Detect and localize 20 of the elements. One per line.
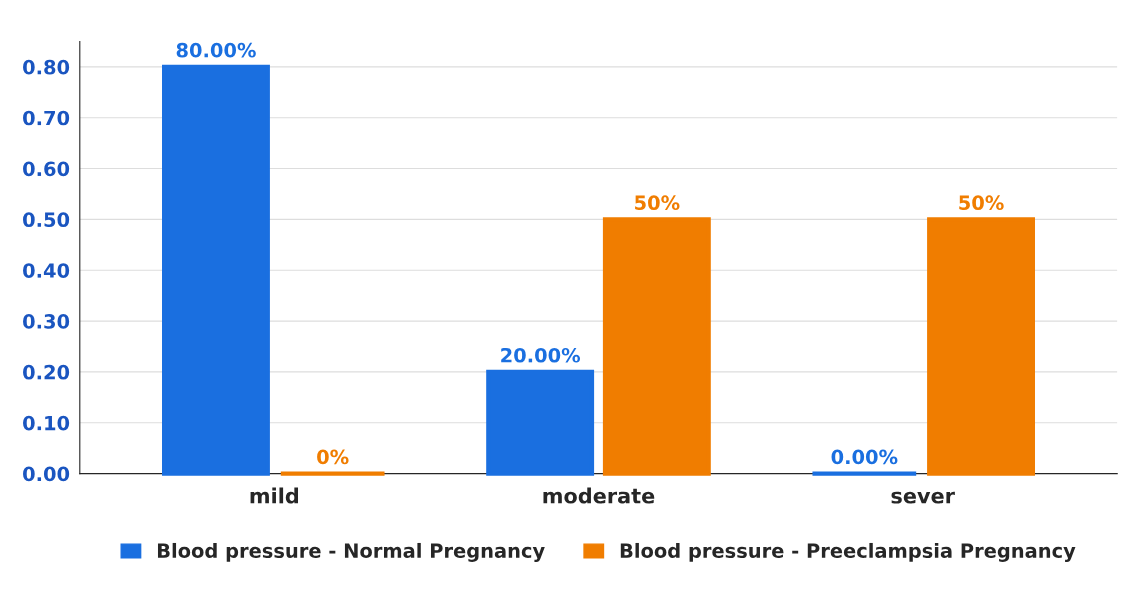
y-tick-label: 0.10 — [23, 415, 70, 431]
data-label: 80.00% — [176, 42, 256, 58]
x-tick-label: moderate — [543, 487, 655, 504]
y-tick-label: 0.40 — [23, 263, 70, 278]
y-tick-label: 0.70 — [23, 110, 70, 126]
legend-label: Blood pressure - Normal Pregnancy — [157, 542, 545, 562]
data-label: 0% — [317, 449, 349, 465]
y-tick-label: 0.30 — [23, 314, 70, 329]
y-tick-label: 0.50 — [23, 212, 70, 228]
data-label: 50% — [959, 195, 1004, 211]
data-label: 0.00% — [831, 449, 898, 465]
y-tick-label: 0.00 — [23, 466, 70, 482]
x-tick-label: sever — [891, 491, 955, 504]
legend-label: Blood pressure - Preeclampsia Pregnancy — [620, 542, 1076, 562]
data-label: 50% — [635, 195, 680, 211]
x-tick-label: mild — [250, 487, 299, 504]
y-tick-label: 0.20 — [23, 364, 70, 380]
y-tick-label: 0.60 — [23, 161, 70, 177]
y-tick-label: 0.80 — [23, 59, 70, 75]
data-label: 20.00% — [501, 347, 581, 363]
